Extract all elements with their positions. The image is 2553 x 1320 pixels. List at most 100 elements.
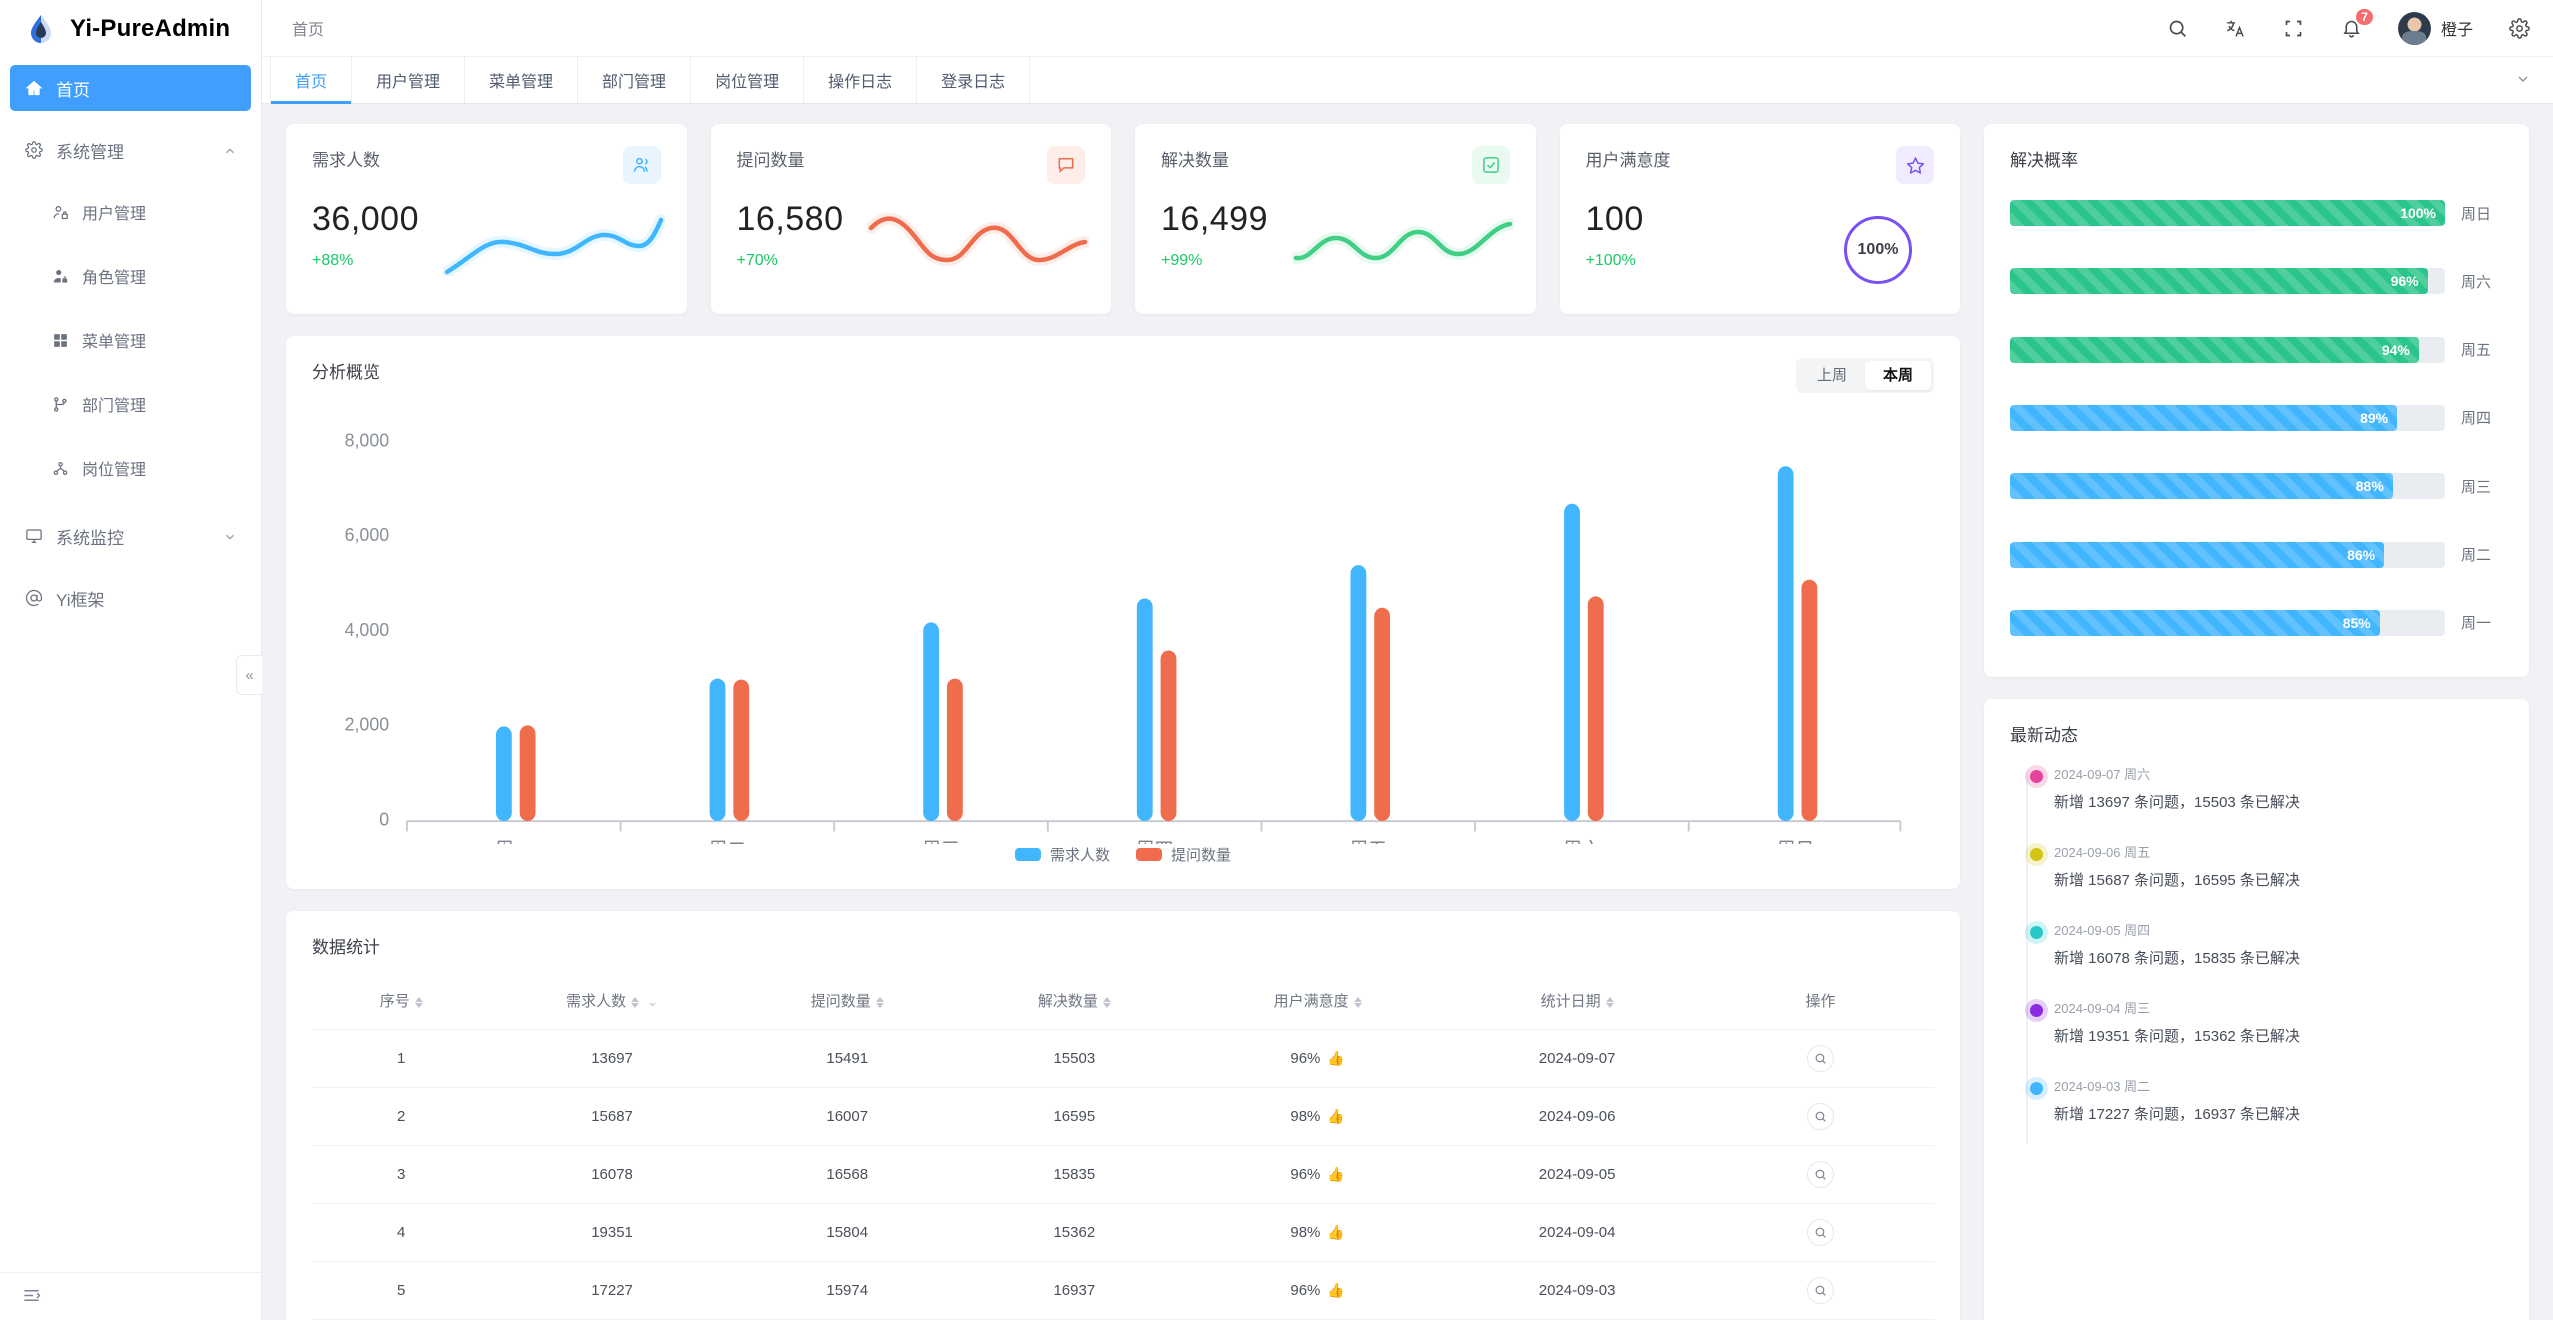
cell-satisfaction: 98% 👍 [1187, 1087, 1448, 1146]
progress-row: 86% 周二 [2010, 541, 2503, 568]
at-icon [24, 588, 44, 608]
cell-ask: 16007 [733, 1087, 961, 1146]
progress-fill: 88% [2010, 473, 2393, 500]
topbar-actions: 7 橙子 [2166, 7, 2531, 45]
sort-icon [1605, 996, 1614, 1008]
stat-card-demand: 需求人数 36,000 +88% [286, 124, 687, 314]
timeline-item: 2024-09-04 周三 新增 19351 条问题，15362 条已解决 [2020, 998, 2503, 1046]
search-icon[interactable] [1806, 1219, 1834, 1246]
timeline-text: 新增 16078 条问题，15835 条已解决 [2054, 950, 2300, 967]
sidebar-item-label: 部门管理 [82, 398, 147, 415]
gear-icon [24, 140, 44, 160]
legend-item-demand[interactable]: 需求人数 [1014, 844, 1110, 865]
stat-title: 用户满意度 [1585, 151, 1671, 170]
cell-demand: 15687 [490, 1087, 734, 1146]
sidebar-item-user-management[interactable]: 用户管理 [10, 189, 251, 235]
timeline-date: 2024-09-07 周六 [2054, 767, 2151, 782]
col-header-ask[interactable]: 提问数量 [734, 980, 961, 1030]
sidebar-item-label: Yi框架 [56, 590, 105, 610]
tab-label: 部门管理 [602, 74, 667, 91]
sidebar-collapse-button[interactable]: « [236, 655, 262, 695]
tab-label: 岗位管理 [715, 74, 780, 91]
search-icon[interactable] [2166, 16, 2190, 40]
tab-user-management[interactable]: 用户管理 [352, 57, 466, 103]
legend-item-questions[interactable]: 提问数量 [1136, 844, 1231, 865]
cell-demand: 13697 [490, 1029, 734, 1088]
cell-no: 1 [312, 1029, 491, 1088]
sidebar-item-system-monitor[interactable]: 系统监控 [10, 513, 251, 559]
tab-menu-management[interactable]: 菜单管理 [465, 57, 579, 103]
col-label: 提问数量 [810, 993, 871, 1010]
user-lock-icon [50, 202, 70, 222]
timeline-text: 新增 15687 条问题，16595 条已解决 [2054, 872, 2300, 889]
sidebar-item-role-management[interactable]: 角色管理 [10, 253, 251, 299]
translate-icon[interactable] [2224, 16, 2248, 40]
cell-date: 2024-09-03 [1447, 1261, 1707, 1320]
this-week-button[interactable]: 本周 [1864, 361, 1931, 390]
stat-value: 100 [1585, 200, 1644, 238]
col-label: 用户满意度 [1273, 993, 1349, 1010]
notification-badge: 7 [2354, 7, 2375, 27]
progress-fill: 100% [2010, 200, 2445, 227]
cell-operation [1706, 1029, 1934, 1088]
cell-ask: 15974 [733, 1261, 961, 1320]
stat-card-solved: 解决数量 16,499 +99% [1135, 124, 1536, 314]
brand-title: Yi-PureAdmin [70, 14, 231, 42]
col-header-solve[interactable]: 解决数量 [961, 980, 1188, 1030]
progress-row: 89% 周四 [2010, 404, 2503, 431]
search-icon[interactable] [1806, 1277, 1834, 1304]
tab-login-log[interactable]: 登录日志 [917, 57, 1031, 103]
tab-post-management[interactable]: 岗位管理 [691, 57, 805, 103]
tab-operation-log[interactable]: 操作日志 [804, 57, 918, 103]
tab-label: 操作日志 [828, 74, 893, 91]
col-header-no[interactable]: 序号 [312, 980, 490, 1030]
thumbs-up-icon: 👍 [1327, 1224, 1345, 1240]
stat-delta: +100% [1585, 252, 1636, 269]
sidebar-item-home[interactable]: 首页 [10, 65, 251, 111]
stat-title: 解决数量 [1161, 151, 1229, 170]
timeline-text: 新增 17227 条问题，16937 条已解决 [2054, 1106, 2300, 1123]
sidebar-item-yi-framework[interactable]: Yi框架 [10, 575, 251, 621]
sidebar-item-menu-management[interactable]: 菜单管理 [10, 317, 251, 363]
svg-text:8,000: 8,000 [345, 429, 390, 451]
sidebar-item-system-management[interactable]: 系统管理 [10, 127, 251, 173]
sidebar-item-department-management[interactable]: 部门管理 [10, 381, 251, 427]
sidebar: Yi-PureAdmin 首页 系统管理 [0, 0, 262, 1320]
timeline-date: 2024-09-04 周三 [2054, 1001, 2151, 1016]
sidebar-item-label: 系统管理 [56, 142, 124, 162]
user-name: 橙子 [2440, 22, 2473, 39]
timeline: 2024-09-07 周六 新增 13697 条问题，15503 条已解决 20… [2010, 764, 2503, 1144]
tab-home[interactable]: 首页 [270, 57, 353, 104]
panel-title: 分析概览 [312, 363, 380, 382]
tab-label: 登录日志 [941, 74, 1006, 91]
svg-text:周四: 周四 [1136, 840, 1174, 844]
progress-track: 94% [2010, 336, 2445, 363]
last-week-button[interactable]: 上周 [1816, 367, 1847, 384]
search-icon[interactable] [1806, 1161, 1834, 1188]
sidebar-item-label: 角色管理 [82, 270, 147, 287]
tab-department-management[interactable]: 部门管理 [578, 57, 692, 103]
col-header-satisfaction[interactable]: 用户满意度 [1188, 980, 1448, 1030]
satisfaction-value: 96% [1290, 1050, 1321, 1067]
sidebar-item-post-management[interactable]: 岗位管理 [10, 445, 251, 491]
main-area: 首页 7 [262, 0, 2553, 1320]
left-column: 需求人数 36,000 +88% 提问数 [286, 124, 1960, 1320]
fullscreen-icon[interactable] [2282, 16, 2306, 40]
cell-ask: 16568 [733, 1145, 961, 1204]
bell-icon[interactable]: 7 [2340, 7, 2375, 40]
tabs-more-button[interactable] [2493, 57, 2553, 103]
gear-icon[interactable] [2507, 16, 2531, 40]
col-header-date[interactable]: 统计日期 [1447, 980, 1707, 1030]
sort-icon [875, 996, 884, 1008]
col-header-demand[interactable]: 需求人数 ⌄ [490, 980, 733, 1030]
chevron-down-icon[interactable]: ⌄ [647, 994, 659, 1009]
progress-label: 周四 [2461, 410, 2492, 428]
user-menu[interactable]: 橙子 [2397, 11, 2473, 45]
table-row: 2 15687 16007 16595 98% 👍 2024-09-06 [312, 1087, 1934, 1146]
search-icon[interactable] [1806, 1103, 1834, 1130]
search-icon[interactable] [1806, 1045, 1834, 1072]
progress-fill: 85% [2010, 609, 2380, 636]
menu-toggle-icon[interactable] [22, 1286, 41, 1308]
breadcrumb: 首页 [292, 22, 325, 39]
brand[interactable]: Yi-PureAdmin [0, 0, 261, 57]
